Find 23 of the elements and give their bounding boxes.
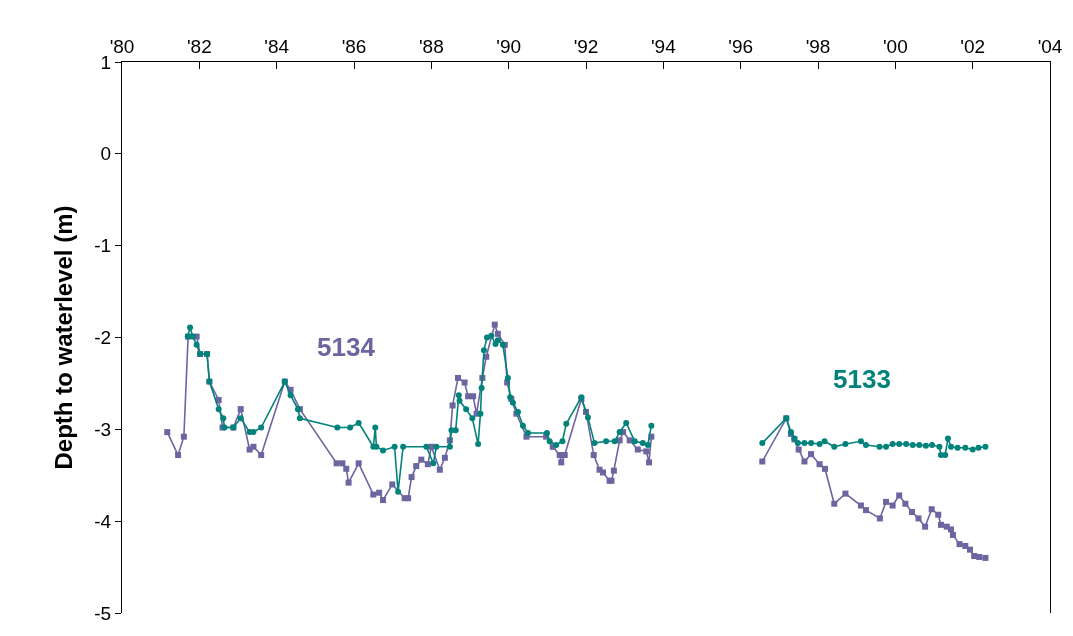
y-tick-label: -1	[94, 235, 112, 257]
y-axis-title: Depth to waterlevel (m)	[50, 205, 78, 470]
x-tick-label: '00	[882, 36, 908, 58]
x-tick-label: '98	[805, 36, 831, 58]
x-tick-label: '04	[1037, 36, 1063, 58]
series-label: 5134	[317, 332, 376, 362]
series-label: 5133	[833, 364, 891, 394]
x-tick-label: '94	[650, 36, 677, 58]
x-tick-label: '90	[496, 36, 522, 58]
x-tick-label: '96	[728, 36, 754, 58]
y-tick-label: 1	[100, 51, 112, 73]
x-tick-label: '02	[960, 36, 986, 58]
y-tick-label: -2	[94, 327, 112, 349]
x-tick-label: '86	[341, 36, 367, 58]
y-tick-label: 0	[100, 143, 112, 165]
x-tick-label: '88	[418, 36, 444, 58]
y-tick-label: -4	[94, 510, 112, 532]
x-tick-label: '82	[186, 36, 212, 58]
x-tick-label: '92	[573, 36, 599, 58]
y-tick-label: -3	[94, 418, 112, 440]
y-tick-label: -5	[94, 602, 112, 624]
x-tick-label: '80	[109, 36, 135, 58]
x-tick-label: '84	[264, 36, 290, 58]
